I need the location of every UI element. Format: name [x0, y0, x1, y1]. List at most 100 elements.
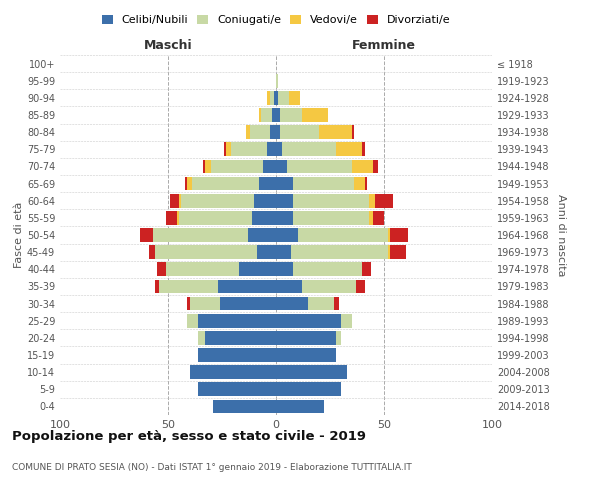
Bar — [205, 160, 211, 173]
Bar — [280, 126, 319, 139]
Bar — [160, 280, 218, 293]
Bar — [376, 194, 392, 207]
Text: COMUNE DI PRATO SESIA (NO) - Dati ISTAT 1° gennaio 2019 - Elaborazione TUTTITALI: COMUNE DI PRATO SESIA (NO) - Dati ISTAT … — [12, 462, 412, 471]
Bar — [190, 366, 276, 379]
Bar — [155, 280, 160, 293]
Bar — [354, 176, 365, 190]
Y-axis label: Anni di nascita: Anni di nascita — [556, 194, 566, 276]
Bar — [239, 262, 276, 276]
Bar — [214, 400, 276, 413]
Bar — [337, 331, 341, 344]
Bar — [388, 228, 391, 242]
Bar — [259, 176, 276, 190]
Bar — [293, 211, 369, 224]
Bar — [319, 126, 352, 139]
Bar — [155, 246, 257, 259]
Bar — [391, 228, 408, 242]
Bar — [190, 296, 220, 310]
Bar — [263, 160, 276, 173]
Bar — [149, 246, 155, 259]
Bar — [352, 126, 354, 139]
Bar — [369, 211, 373, 224]
Bar — [276, 211, 293, 224]
Bar — [166, 262, 239, 276]
Bar — [157, 262, 166, 276]
Bar — [259, 108, 261, 122]
Bar — [198, 382, 276, 396]
Bar — [276, 366, 347, 379]
Bar — [257, 246, 276, 259]
Bar — [187, 176, 192, 190]
Legend: Celibi/Nubili, Coniugati/e, Vedovi/e, Divorziati/e: Celibi/Nubili, Coniugati/e, Vedovi/e, Di… — [97, 10, 455, 30]
Bar — [198, 314, 276, 328]
Bar — [276, 348, 337, 362]
Bar — [362, 262, 371, 276]
Bar — [293, 176, 354, 190]
Bar — [181, 194, 254, 207]
Bar — [302, 280, 356, 293]
Bar — [341, 314, 352, 328]
Bar — [276, 160, 287, 173]
Bar — [373, 211, 384, 224]
Bar — [268, 142, 276, 156]
Text: Femmine: Femmine — [352, 38, 416, 52]
Bar — [276, 246, 291, 259]
Bar — [388, 246, 391, 259]
Bar — [373, 160, 377, 173]
Bar — [153, 228, 248, 242]
Bar — [187, 296, 190, 310]
Bar — [391, 246, 406, 259]
Bar — [278, 91, 289, 104]
Bar — [211, 160, 263, 173]
Bar — [272, 108, 276, 122]
Bar — [276, 314, 341, 328]
Bar — [192, 176, 259, 190]
Bar — [250, 126, 269, 139]
Bar — [287, 160, 352, 173]
Bar — [337, 142, 362, 156]
Bar — [268, 91, 269, 104]
Bar — [276, 74, 278, 88]
Bar — [185, 176, 187, 190]
Bar — [276, 331, 337, 344]
Bar — [205, 331, 276, 344]
Bar — [252, 211, 276, 224]
Bar — [203, 160, 205, 173]
Text: Maschi: Maschi — [143, 38, 193, 52]
Bar — [187, 314, 198, 328]
Bar — [179, 194, 181, 207]
Bar — [276, 228, 298, 242]
Bar — [248, 228, 276, 242]
Bar — [276, 382, 341, 396]
Bar — [230, 142, 268, 156]
Bar — [140, 228, 153, 242]
Bar — [198, 331, 205, 344]
Bar — [276, 262, 293, 276]
Bar — [276, 108, 280, 122]
Bar — [170, 194, 179, 207]
Bar — [298, 228, 388, 242]
Bar — [276, 296, 308, 310]
Bar — [365, 176, 367, 190]
Bar — [246, 126, 250, 139]
Bar — [276, 176, 293, 190]
Bar — [280, 108, 302, 122]
Bar — [293, 194, 369, 207]
Bar — [166, 211, 176, 224]
Bar — [179, 211, 252, 224]
Bar — [302, 108, 328, 122]
Bar — [276, 280, 302, 293]
Bar — [276, 126, 280, 139]
Bar — [198, 348, 276, 362]
Bar — [226, 142, 230, 156]
Bar — [289, 91, 300, 104]
Bar — [276, 194, 293, 207]
Bar — [276, 91, 278, 104]
Bar — [218, 280, 276, 293]
Bar — [369, 194, 376, 207]
Bar — [291, 246, 388, 259]
Bar — [269, 126, 276, 139]
Bar — [362, 142, 365, 156]
Bar — [308, 296, 334, 310]
Bar — [352, 160, 373, 173]
